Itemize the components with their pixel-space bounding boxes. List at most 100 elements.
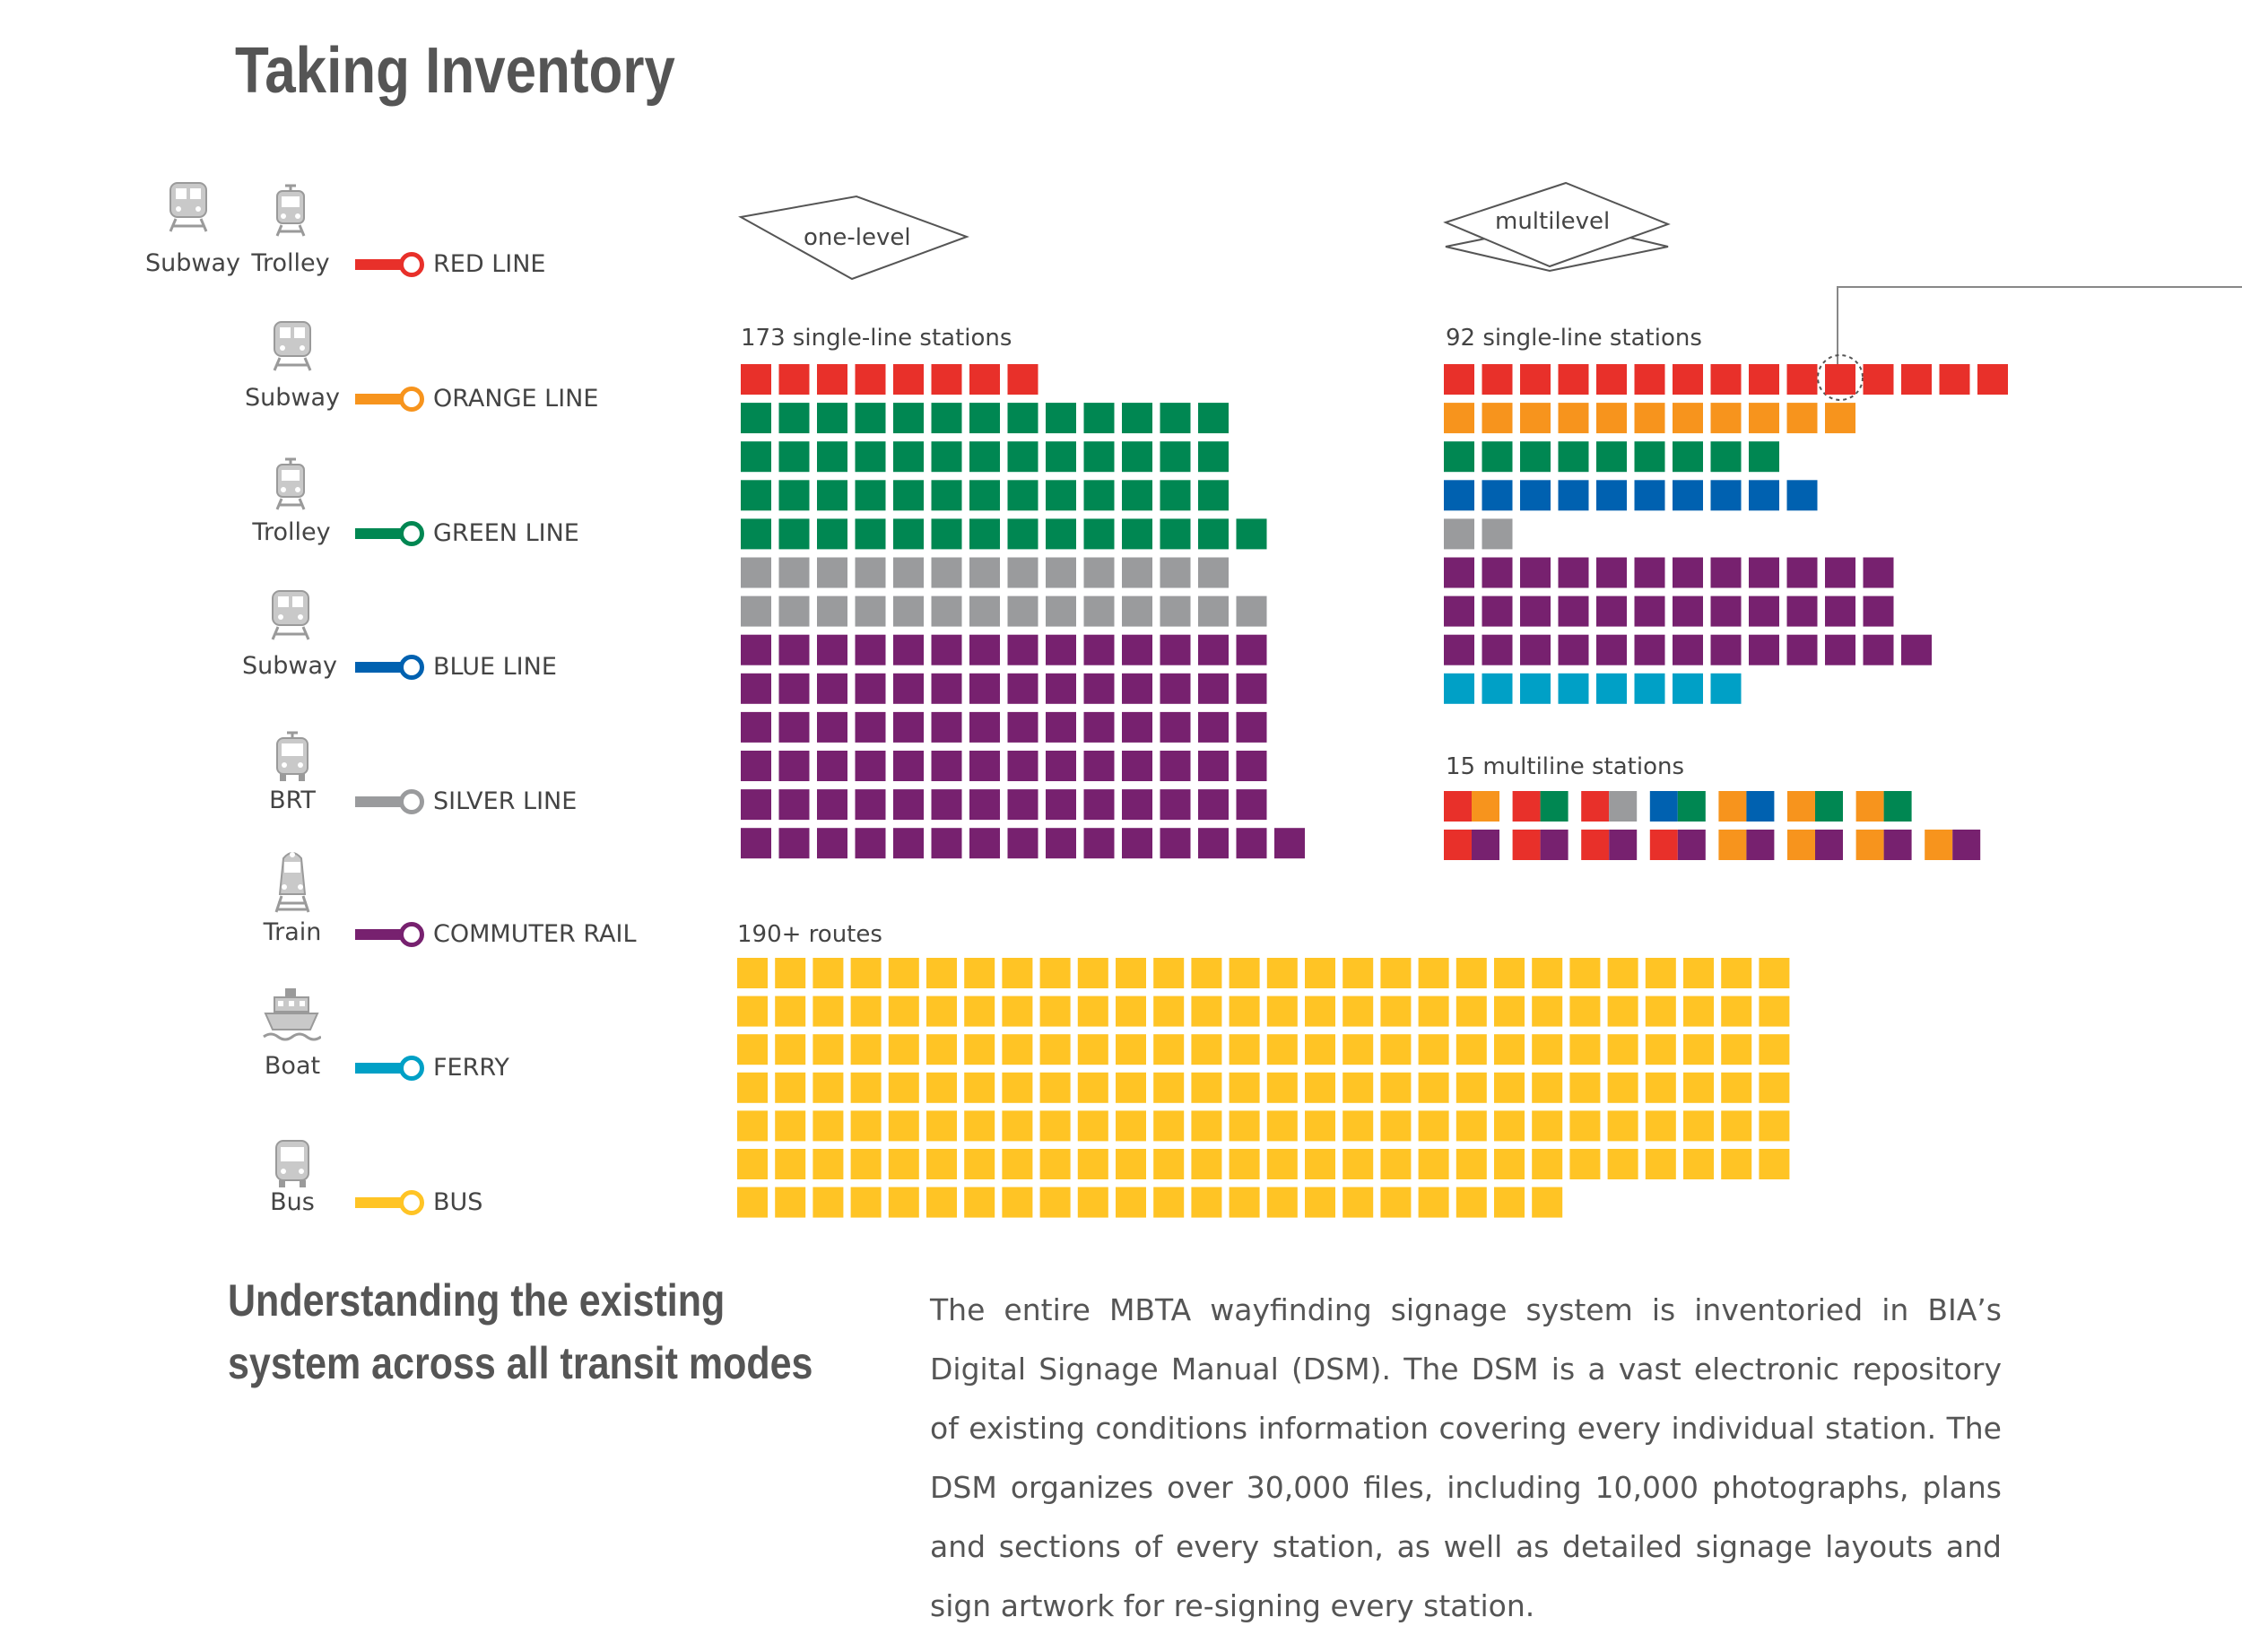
station-square [888, 958, 919, 988]
station-square [1569, 996, 1601, 1027]
station-square [926, 1072, 957, 1103]
station-square [817, 789, 847, 821]
station-square [1083, 480, 1115, 511]
multiline-station-square [1746, 791, 1775, 822]
station-square [741, 634, 771, 665]
boat-icon [263, 988, 321, 1041]
station-square [1266, 1110, 1298, 1142]
station-square [1198, 711, 1229, 743]
station-square [1786, 634, 1818, 665]
station-square [1634, 480, 1665, 511]
station-square [1418, 1187, 1449, 1218]
station-square [855, 828, 886, 859]
station-square [893, 751, 924, 781]
line-label-green: GREEN LINE [433, 519, 579, 547]
bus-marker [399, 1190, 424, 1215]
station-square [1122, 634, 1152, 665]
station-square [817, 557, 847, 588]
station-square [741, 828, 771, 859]
station-square [931, 441, 962, 473]
station-square [1786, 364, 1818, 395]
mode-vehicle-label: BRT [269, 787, 316, 814]
station-square [964, 1072, 995, 1103]
station-square [1305, 1072, 1335, 1103]
group-label-one-level: 173 single-line stations [741, 325, 1012, 352]
orange-line-marker [399, 387, 424, 412]
station-square [1645, 1110, 1676, 1142]
station-square [1083, 518, 1115, 550]
station-square [1520, 480, 1551, 511]
station-square [1343, 958, 1374, 988]
station-square [1039, 1072, 1071, 1103]
red-line-marker [399, 252, 424, 277]
station-square [1825, 364, 1855, 395]
station-square [931, 789, 962, 821]
station-square [1266, 1149, 1298, 1179]
station-square [1305, 1110, 1335, 1142]
station-square [1607, 996, 1638, 1027]
station-square [1305, 958, 1335, 988]
station-square [926, 958, 957, 988]
station-square [1380, 1072, 1412, 1103]
station-square [1083, 673, 1115, 704]
station-square [1198, 480, 1229, 511]
station-square [1122, 673, 1152, 704]
station-square [1721, 958, 1752, 988]
station-square [1198, 518, 1229, 550]
station-square [1343, 1072, 1374, 1103]
station-square [964, 1187, 995, 1218]
page-title: Taking Inventory [235, 35, 675, 107]
station-square [855, 557, 886, 588]
station-square [1046, 828, 1076, 859]
station-square [1077, 1034, 1108, 1065]
station-square [855, 480, 886, 511]
line-label-commuter-rail: COMMUTER RAIL [433, 920, 637, 948]
mode-legend: Subway Trolley RED LINE Subway ORANGE LI… [0, 0, 682, 1256]
station-square [1046, 557, 1076, 588]
green-line-marker [399, 521, 424, 546]
station-square [969, 557, 1000, 588]
station-square [1596, 634, 1627, 665]
station-square [931, 711, 962, 743]
station-square [850, 1110, 882, 1142]
station-square [1083, 789, 1115, 821]
silver-line-marker [399, 789, 424, 814]
station-square [969, 828, 1000, 859]
station-square [1494, 1110, 1525, 1142]
multiline-station-square [1472, 830, 1499, 860]
station-square [1759, 1034, 1790, 1065]
station-square [893, 441, 924, 473]
station-square [1683, 1110, 1714, 1142]
station-square [1683, 1149, 1714, 1179]
station-square [1596, 364, 1627, 395]
station-square [775, 1187, 806, 1218]
station-square [850, 958, 882, 988]
train-icon [274, 852, 310, 913]
line-label-red: RED LINE [433, 250, 546, 278]
multiline-station-square [1609, 791, 1638, 822]
station-square [1046, 441, 1076, 473]
station-square [1116, 1149, 1146, 1179]
station-square [1380, 1149, 1412, 1179]
station-square [1191, 958, 1222, 988]
station-square [1444, 518, 1474, 550]
station-square [1160, 634, 1191, 665]
station-square [1380, 1110, 1412, 1142]
station-square [1160, 596, 1191, 627]
station-square [1569, 1034, 1601, 1065]
station-square [737, 1034, 768, 1065]
station-square [1266, 958, 1298, 988]
brt-icon [276, 731, 308, 781]
station-square [855, 673, 886, 704]
station-square [1721, 996, 1752, 1027]
station-square [1160, 751, 1191, 781]
multiline-station-square [1512, 791, 1541, 822]
station-square [1456, 996, 1487, 1027]
station-square [1673, 634, 1703, 665]
station-square [778, 711, 810, 743]
station-square [775, 1110, 806, 1142]
multilevel-label: multilevel [1495, 208, 1611, 235]
station-square [1634, 403, 1665, 434]
station-square [969, 634, 1000, 665]
multiline-station-square [1855, 830, 1884, 860]
